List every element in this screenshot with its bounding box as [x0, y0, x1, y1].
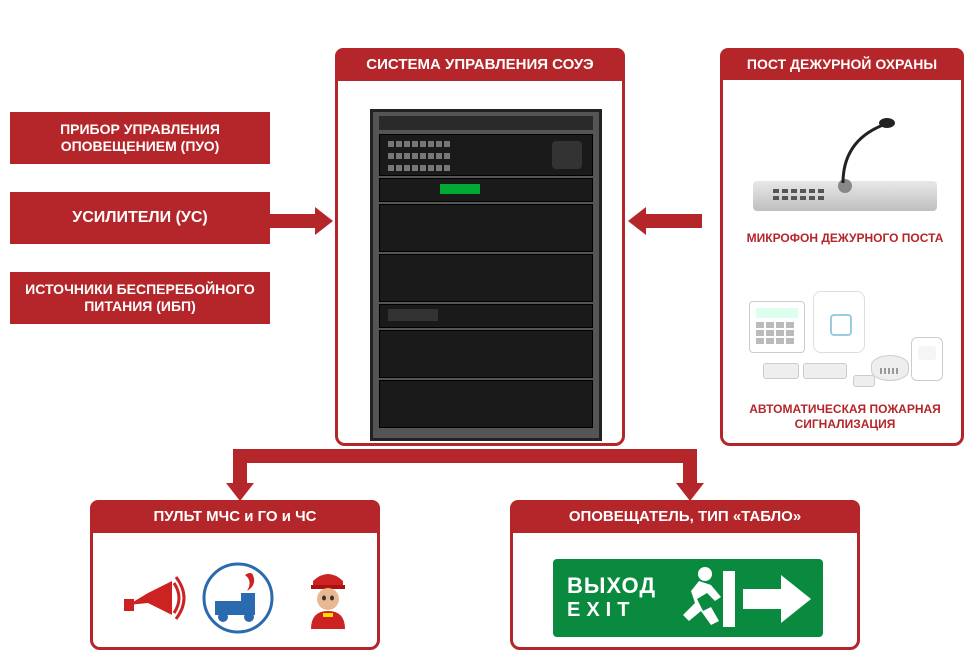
bottom-left-title-text: ПУЛЬТ МЧС и ГО и ЧС — [154, 508, 317, 525]
center-box: СИСТЕМА УПРАВЛЕНИЯ СОУЭ — [335, 48, 625, 446]
exit-en: EXIT — [567, 599, 656, 622]
bottom-left-title: ПУЛЬТ МЧС и ГО и ЧС — [90, 500, 380, 533]
running-man-icon — [677, 563, 737, 633]
tab-amplifiers: УСИЛИТЕЛИ (УС) — [10, 192, 270, 244]
arrow-bl-v — [233, 449, 247, 485]
arrow-br-h — [480, 449, 697, 463]
bottom-right-title-text: ОПОВЕЩАТЕЛЬ, ТИП «ТАБЛО» — [569, 508, 801, 525]
alarm-caption: АВТОМАТИЧЕСКАЯ ПОЖАРНАЯ СИГНАЛИЗАЦИЯ — [733, 402, 957, 433]
alarm-devices — [743, 281, 947, 401]
tab-puo-label: ПРИБОР УПРАВЛЕНИЯ ОПОВЕЩЕНИЕМ (ПУО) — [18, 121, 262, 155]
mic-console — [743, 111, 947, 221]
bottom-right-title: ОПОВЕЩАТЕЛЬ, ТИП «ТАБЛО» — [510, 500, 860, 533]
fire-truck-icon — [198, 558, 278, 638]
exit-arrow-icon — [737, 563, 817, 633]
exit-sign: ВЫХОД EXIT — [553, 559, 823, 637]
arrow-left-to-center-head — [315, 207, 333, 235]
right-title-text: ПОСТ ДЕЖУРНОЙ ОХРАНЫ — [747, 56, 937, 72]
tab-puo: ПРИБОР УПРАВЛЕНИЯ ОПОВЕЩЕНИЕМ (ПУО) — [10, 112, 270, 164]
right-title: ПОСТ ДЕЖУРНОЙ ОХРАНЫ — [720, 48, 964, 80]
arrow-left-to-center — [270, 214, 317, 228]
arrow-bl-head — [226, 483, 254, 501]
arrow-br-head — [676, 483, 704, 501]
bottom-left-box: ПУЛЬТ МЧС и ГО и ЧС — [90, 500, 380, 650]
loudspeaker-icon — [113, 558, 193, 638]
arrow-right-to-center — [645, 214, 702, 228]
arrow-br-v — [683, 449, 697, 485]
tab-amplifiers-label: УСИЛИТЕЛИ (УС) — [72, 209, 208, 227]
center-title: СИСТЕМА УПРАВЛЕНИЯ СОУЭ — [335, 48, 625, 81]
arrow-bl-h — [240, 449, 480, 463]
exit-ru: ВЫХОД — [567, 573, 656, 599]
center-title-text: СИСТЕМА УПРАВЛЕНИЯ СОУЭ — [366, 56, 593, 73]
mic-caption: МИКРОФОН ДЕЖУРНОГО ПОСТА — [733, 231, 957, 247]
bottom-right-box: ОПОВЕЩАТЕЛЬ, ТИП «ТАБЛО» ВЫХОД EXIT — [510, 500, 860, 650]
firefighter-icon — [288, 558, 368, 638]
tab-ups-label: ИСТОЧНИКИ БЕСПЕРЕБОЙНОГО ПИТАНИЯ (ИБП) — [18, 281, 262, 315]
arrow-right-to-center-head — [628, 207, 646, 235]
server-rack — [370, 109, 602, 441]
tab-ups: ИСТОЧНИКИ БЕСПЕРЕБОЙНОГО ПИТАНИЯ (ИБП) — [10, 272, 270, 324]
right-box: ПОСТ ДЕЖУРНОЙ ОХРАНЫ МИКРОФОН ДЕЖУРНОГО … — [720, 48, 964, 446]
